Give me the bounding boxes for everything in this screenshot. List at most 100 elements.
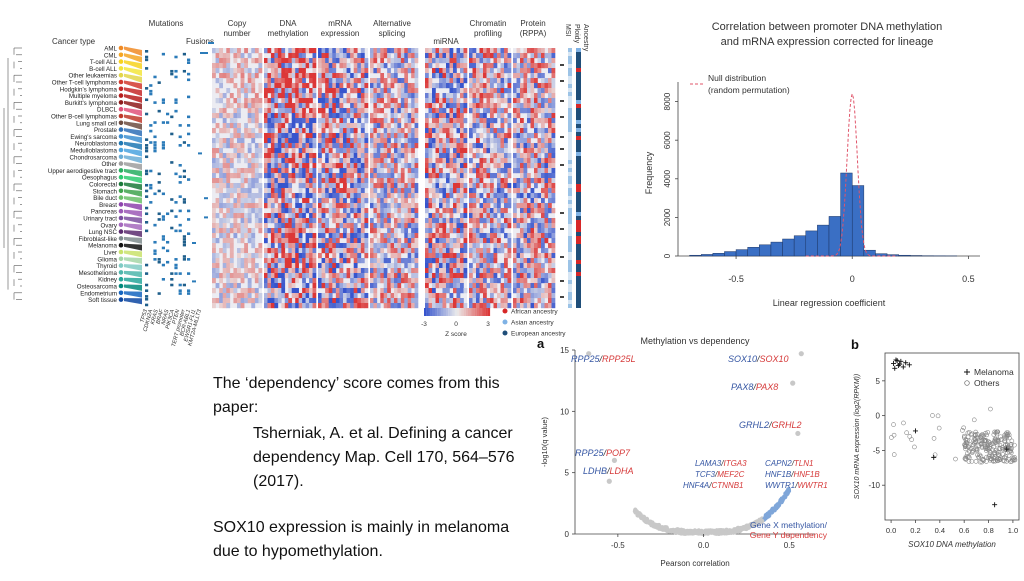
heat-cell xyxy=(494,213,498,218)
heat-cell xyxy=(473,188,477,193)
heat-cell xyxy=(281,193,285,198)
heat-cell xyxy=(469,248,473,253)
heat-cell xyxy=(548,93,552,98)
heat-cell xyxy=(387,93,391,98)
heat-cell xyxy=(313,78,317,83)
heat-cell xyxy=(552,163,556,168)
heat-cell xyxy=(545,273,549,278)
heat-cell xyxy=(497,128,501,133)
heat-cell xyxy=(373,163,377,168)
heat-cell xyxy=(313,298,317,303)
heat-cell xyxy=(408,303,412,308)
heat-cell xyxy=(425,103,429,108)
zscore-swatch xyxy=(433,308,435,316)
heat-cell xyxy=(408,83,412,88)
zscore-swatch xyxy=(470,308,472,316)
heat-cell xyxy=(520,288,524,293)
heat-cell xyxy=(226,298,230,303)
heat-cell xyxy=(361,208,365,213)
heat-cell xyxy=(501,213,505,218)
heat-cell xyxy=(373,213,377,218)
heat-cell xyxy=(408,113,412,118)
mutation-cell xyxy=(158,292,161,295)
heat-cell xyxy=(524,198,528,203)
heat-cell xyxy=(332,143,336,148)
heat-cell xyxy=(497,183,501,188)
heat-cell xyxy=(350,218,354,223)
ploidy-cell xyxy=(568,124,572,128)
heat-cell xyxy=(494,188,498,193)
heat-cell xyxy=(322,108,326,113)
heat-cell xyxy=(354,143,358,148)
heat-cell xyxy=(391,93,395,98)
heat-cell xyxy=(251,153,255,158)
heat-cell xyxy=(370,243,374,248)
heat-cell xyxy=(425,148,429,153)
heat-cell xyxy=(517,158,521,163)
heat-cell xyxy=(436,83,440,88)
heat-cell xyxy=(494,78,498,83)
heat-cell xyxy=(394,153,398,158)
heat-cell xyxy=(464,108,468,113)
heat-cell xyxy=(347,273,351,278)
heat-cell xyxy=(288,58,292,63)
heat-cell xyxy=(411,213,415,218)
heat-cell xyxy=(494,193,498,198)
heat-cell xyxy=(483,113,487,118)
heat-cell xyxy=(453,223,457,228)
heat-cell xyxy=(241,303,245,308)
heat-cell xyxy=(347,78,351,83)
heat-cell xyxy=(258,203,262,208)
heat-cell xyxy=(552,118,556,123)
heat-cell xyxy=(343,183,347,188)
heat-cell xyxy=(292,218,296,223)
heat-cell xyxy=(534,153,538,158)
heat-cell xyxy=(244,173,248,178)
heat-cell xyxy=(295,53,299,58)
heat-cell xyxy=(497,243,501,248)
heat-cell xyxy=(425,283,429,288)
heat-cell xyxy=(469,48,473,53)
heat-cell xyxy=(453,68,457,73)
heat-cell xyxy=(255,133,259,138)
heat-cell xyxy=(480,193,484,198)
heat-cell xyxy=(306,203,310,208)
heat-cell xyxy=(226,228,230,233)
heat-cell xyxy=(329,118,333,123)
heat-cell xyxy=(408,88,412,93)
heat-cell xyxy=(357,93,361,98)
heat-cell xyxy=(325,158,329,163)
heat-cell xyxy=(504,278,508,283)
heat-cell xyxy=(411,243,415,248)
heat-cell xyxy=(306,133,310,138)
heat-cell xyxy=(541,213,545,218)
heat-cell xyxy=(380,178,384,183)
cancer-type-fan xyxy=(124,237,142,244)
heat-cell xyxy=(520,63,524,68)
heat-cell xyxy=(541,293,545,298)
heat-cell xyxy=(237,303,241,308)
heat-cell xyxy=(531,228,535,233)
heat-cell xyxy=(443,153,447,158)
ancestry-cell xyxy=(576,232,581,236)
heat-cell xyxy=(490,253,494,258)
heat-cell xyxy=(443,93,447,98)
heat-cell xyxy=(432,53,436,58)
heat-cell xyxy=(480,103,484,108)
heat-cell xyxy=(357,123,361,128)
heat-cell xyxy=(302,268,306,273)
heat-cell xyxy=(534,83,538,88)
heat-cell xyxy=(329,83,333,88)
heat-cell xyxy=(233,218,237,223)
ancestry-cell xyxy=(576,280,581,284)
heat-cell xyxy=(302,283,306,288)
heat-cell xyxy=(513,198,517,203)
heat-cell xyxy=(350,73,354,78)
heat-cell xyxy=(306,93,310,98)
ancestry-cell xyxy=(576,292,581,296)
mutation-cell xyxy=(170,278,173,281)
heat-cell xyxy=(432,168,436,173)
heat-cell xyxy=(473,198,477,203)
heat-cell xyxy=(490,283,494,288)
heat-cell xyxy=(453,93,457,98)
